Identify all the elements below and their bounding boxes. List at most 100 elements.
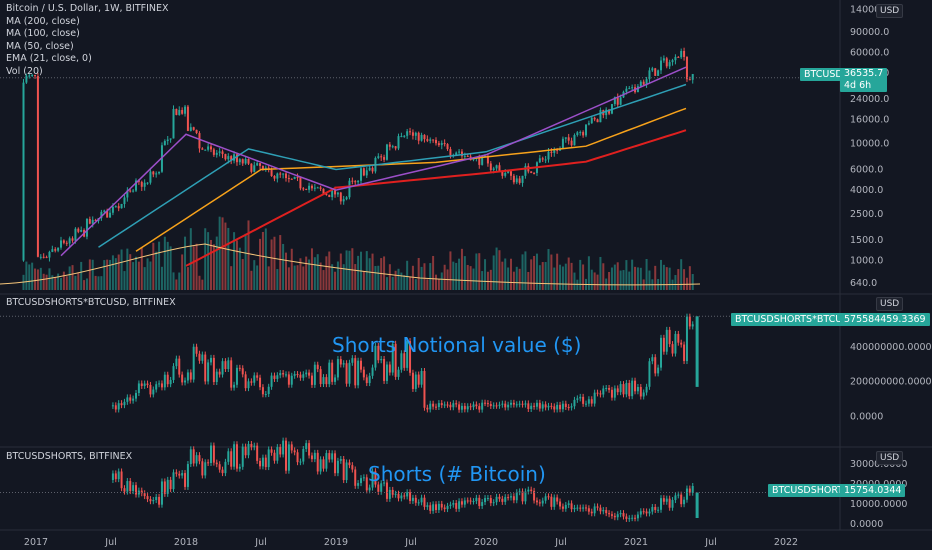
notional-candle	[198, 353, 201, 361]
price-candle	[455, 152, 458, 155]
notional-candle	[310, 375, 313, 385]
notional-candle	[533, 405, 536, 407]
shorts-candle	[587, 508, 590, 512]
volume-bar	[458, 258, 461, 290]
volume-bar	[207, 232, 210, 290]
shorts-candle	[371, 471, 374, 488]
series-line-ma100	[135, 107, 687, 252]
price-candle	[290, 178, 293, 180]
volume-bar	[201, 279, 204, 290]
shorts-candle	[501, 498, 504, 502]
volume-bar	[117, 254, 120, 290]
shorts-candle	[276, 447, 279, 461]
volume-bar	[143, 267, 146, 290]
volume-bar	[293, 265, 296, 290]
volume-bar	[267, 266, 270, 290]
notional-candle	[495, 405, 498, 407]
price-candle	[573, 135, 576, 146]
notional-currency-button[interactable]: USD	[876, 297, 904, 311]
price-candle	[348, 180, 351, 198]
price-candle	[158, 171, 161, 174]
shorts-currency-button[interactable]: USD	[876, 451, 904, 465]
volume-bar	[322, 270, 325, 290]
notional-candle	[417, 374, 420, 385]
notional-candle	[561, 403, 564, 410]
shorts-last-candle	[695, 492, 699, 518]
volume-bar	[492, 255, 495, 290]
volume-bar	[449, 251, 452, 290]
volume-bar	[622, 270, 625, 290]
price-candle	[198, 133, 201, 149]
volume-bar	[556, 253, 559, 290]
price-candle	[100, 211, 103, 219]
shorts-candle	[172, 472, 175, 490]
shorts-candle	[472, 501, 475, 503]
price-candle	[660, 60, 662, 71]
notional-candle	[553, 406, 556, 410]
shorts-candle	[351, 465, 354, 470]
notional-last-tag: 575584459.3369	[840, 313, 930, 326]
volume-bar	[296, 265, 299, 290]
price-candle	[163, 141, 166, 146]
notional-candle	[610, 389, 613, 398]
shorts-candle	[339, 459, 342, 461]
shorts-candle	[455, 503, 458, 509]
price-candle	[339, 192, 342, 202]
shorts-symbol-tag: BTCUSDSHORTS	[768, 484, 854, 497]
price-candle	[238, 159, 241, 163]
notional-candle	[201, 354, 204, 361]
volume-bar	[57, 273, 60, 290]
time-axis-tick: Jul	[704, 537, 716, 548]
volume-bar	[39, 267, 42, 290]
shorts-candle	[126, 481, 129, 492]
shorts-candle	[512, 496, 515, 501]
volume-bar	[192, 246, 195, 290]
shorts-candle	[166, 479, 169, 494]
volume-bar	[662, 264, 665, 290]
volume-bar	[74, 275, 77, 290]
shorts-candle	[310, 455, 313, 460]
notional-candle	[325, 377, 328, 385]
price-candle	[512, 175, 515, 183]
volume-bar	[377, 265, 380, 290]
shorts-candle	[426, 505, 429, 507]
volume-bar	[204, 228, 207, 290]
price-candle	[668, 62, 671, 67]
price-candle	[120, 203, 123, 209]
price-candle	[39, 256, 42, 258]
price-currency-button[interactable]: USD	[876, 4, 904, 18]
shorts-candle	[235, 444, 238, 469]
price-candle	[256, 163, 259, 166]
notional-candle	[625, 382, 628, 395]
price-candle	[143, 182, 146, 187]
volume-bar	[48, 268, 51, 290]
price-candle	[22, 82, 25, 261]
price-candle	[486, 156, 489, 164]
volume-bar	[166, 241, 169, 290]
volume-bar	[282, 243, 285, 290]
shorts-candle	[302, 448, 305, 462]
shorts-candle	[279, 447, 282, 455]
price-candle	[28, 75, 31, 77]
volume-bar	[654, 265, 657, 290]
notional-candle	[117, 403, 120, 410]
price-legend: Bitcoin / U.S. Dollar, 1W, BITFINEX MA (…	[6, 3, 169, 78]
shorts-candle	[521, 491, 524, 502]
volume-bar	[60, 277, 62, 290]
notional-candle	[334, 377, 337, 382]
volume-bar	[129, 254, 132, 290]
shorts-candle	[484, 498, 487, 503]
price-candle	[432, 139, 435, 141]
price-candle	[71, 238, 74, 241]
shorts-candle	[308, 443, 311, 456]
price-candle	[688, 79, 691, 81]
shorts-candle	[325, 453, 328, 469]
shorts-candle	[181, 473, 184, 476]
volume-bar	[495, 247, 498, 290]
shorts-candle	[198, 455, 201, 462]
volume-bar	[241, 259, 244, 290]
price-candle	[313, 187, 316, 189]
price-candle	[518, 178, 521, 183]
price-candle	[674, 56, 677, 61]
shorts-candle	[316, 452, 319, 472]
